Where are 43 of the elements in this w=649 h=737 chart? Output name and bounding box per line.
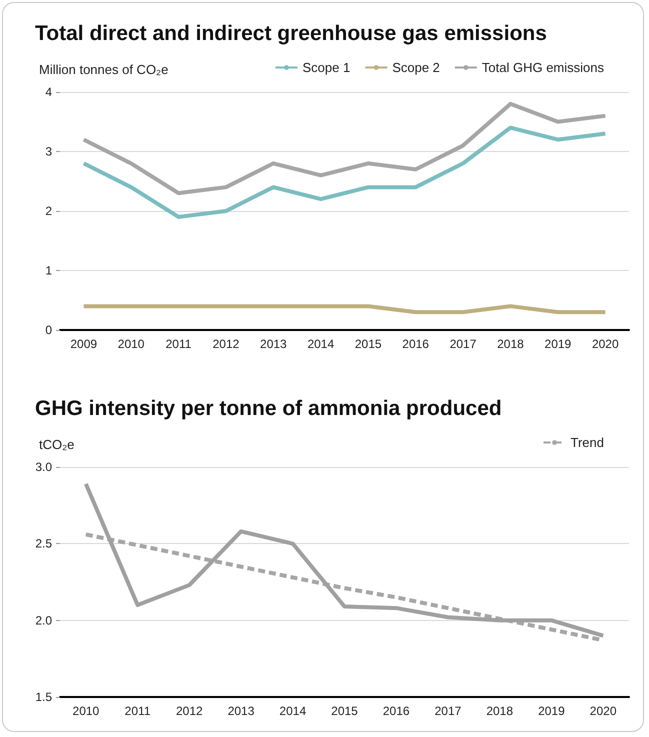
y-tick-label: 2.0 bbox=[35, 613, 52, 628]
x-tick-label: 2013 bbox=[228, 704, 255, 718]
x-tick-label: 2010 bbox=[72, 704, 100, 718]
x-tick-label: 2014 bbox=[307, 337, 334, 351]
y-tick-label: 1 bbox=[45, 264, 52, 278]
x-tick-label: 2017 bbox=[450, 337, 477, 351]
x-tick-label: 2011 bbox=[166, 337, 192, 351]
legend-label: Scope 2 bbox=[392, 60, 440, 75]
x-tick-label: 2010 bbox=[118, 337, 145, 351]
y-tick-label: 2.5 bbox=[35, 536, 52, 551]
x-tick-label: 2017 bbox=[434, 704, 462, 718]
chart-title: Total direct and indirect greenhouse gas emissions bbox=[35, 22, 547, 45]
x-tick-label: 2014 bbox=[279, 704, 306, 718]
y-tick-label: 2 bbox=[45, 204, 52, 218]
x-tick-label: 2019 bbox=[544, 337, 572, 351]
x-tick-label: 2012 bbox=[212, 337, 240, 351]
legend-label: Scope 1 bbox=[302, 60, 350, 75]
x-tick-label: 2013 bbox=[260, 337, 288, 351]
line-series bbox=[82, 126, 608, 219]
x-tick-label: 2012 bbox=[176, 704, 203, 718]
x-tick-label: 2018 bbox=[497, 337, 524, 351]
line-series bbox=[82, 102, 608, 196]
line-series bbox=[84, 482, 606, 638]
y-tick-label: 1.5 bbox=[35, 690, 52, 704]
y-tick-label: 3.0 bbox=[35, 460, 52, 474]
y-tick-label: 0 bbox=[45, 323, 52, 337]
x-tick-label: 2009 bbox=[70, 337, 98, 351]
y-tick-label: 4 bbox=[45, 85, 52, 99]
y-tick-label: 3 bbox=[45, 144, 52, 158]
legend-label: Trend bbox=[570, 435, 604, 450]
legend-label: Total GHG emissions bbox=[482, 60, 604, 75]
y-axis-title: Million tonnes of CO₂e bbox=[39, 62, 168, 77]
x-tick-label: 2016 bbox=[402, 337, 430, 351]
x-tick-label: 2019 bbox=[538, 704, 566, 718]
x-tick-label: 2020 bbox=[590, 704, 617, 718]
x-tick-label: 2016 bbox=[382, 704, 410, 718]
x-tick-label: 2018 bbox=[486, 704, 514, 718]
x-tick-label: 2011 bbox=[124, 704, 151, 718]
chart-title: GHG intensity per tonne of ammonia produced bbox=[35, 397, 502, 420]
x-tick-label: 2020 bbox=[592, 337, 619, 351]
y-axis-title: tCO₂e bbox=[39, 437, 74, 452]
x-tick-label: 2015 bbox=[331, 704, 358, 718]
x-tick-label: 2015 bbox=[354, 337, 382, 351]
